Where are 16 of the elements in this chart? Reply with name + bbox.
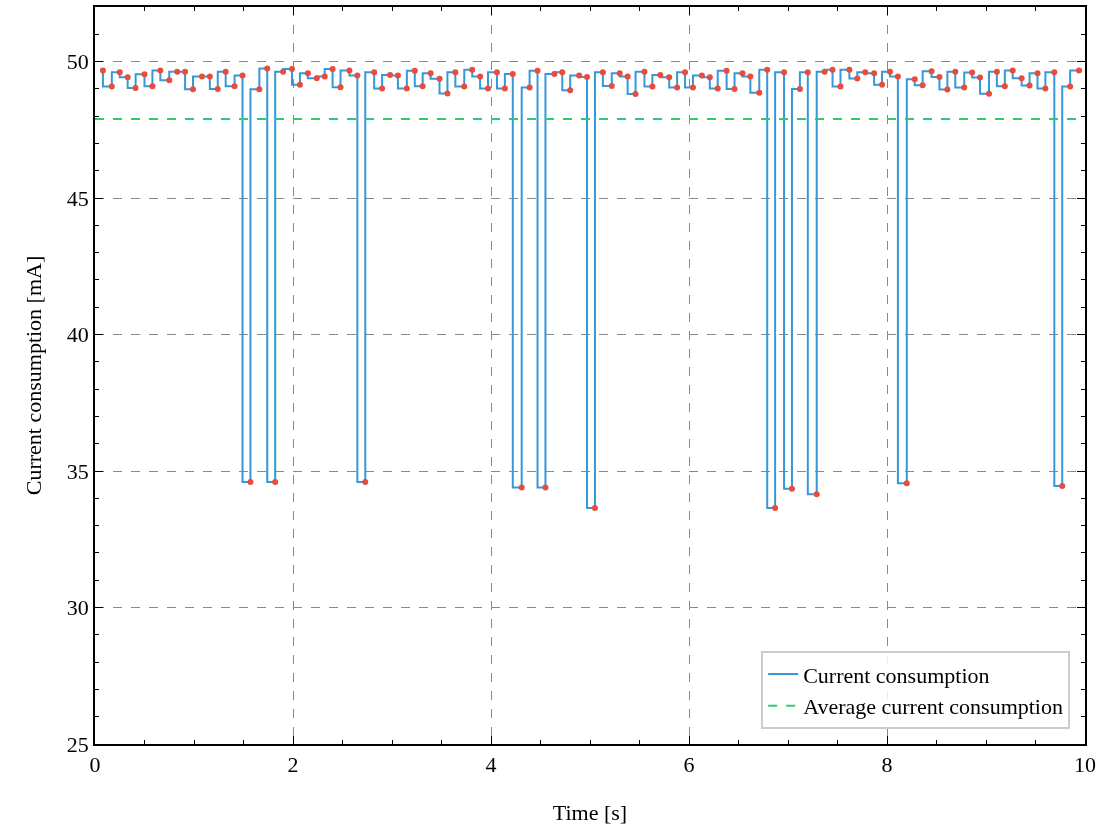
- y-tick-label: 30: [66, 595, 89, 621]
- y-tick-label: 45: [66, 185, 89, 211]
- x-tick-label: 4: [485, 752, 497, 778]
- x-tick-label: 0: [89, 752, 101, 778]
- y-tick-label: 25: [66, 731, 89, 757]
- legend-label: Current consumption: [803, 662, 990, 688]
- x-tick-label: 6: [683, 752, 695, 778]
- y-tick-label: 35: [66, 458, 89, 484]
- y-axis-title: Current consumption [mA]: [20, 255, 46, 496]
- x-tick-label: 10: [1074, 752, 1096, 778]
- y-tick-label: 40: [66, 322, 89, 348]
- x-axis-title: Time [s]: [552, 800, 628, 825]
- legend-label: Average current consumption: [803, 694, 1063, 720]
- y-tick-label: 50: [66, 49, 89, 75]
- x-tick-label: 2: [287, 752, 299, 778]
- x-tick-label: 8: [881, 752, 893, 778]
